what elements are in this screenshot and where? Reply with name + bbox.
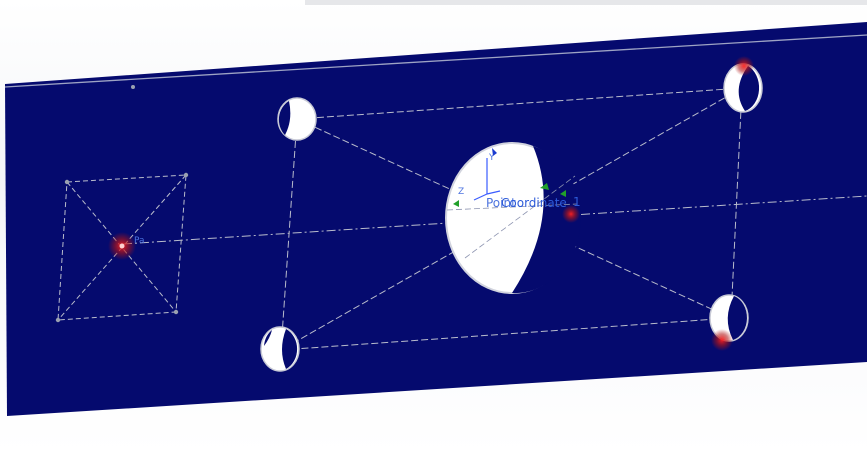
centerline[interactable]	[122, 195, 867, 245]
axis-green-marker	[453, 200, 459, 207]
top-left-hole[interactable]	[277, 97, 317, 141]
axis-z-label: Z	[458, 187, 464, 197]
plate-face[interactable]	[5, 22, 867, 416]
axis-marker	[492, 148, 497, 156]
bottom-left-hole[interactable]	[260, 326, 300, 372]
sketch-point[interactable]	[55, 317, 61, 323]
coordinate-system[interactable]: Y Z Point Coordinate 1	[453, 148, 581, 210]
origin-glow	[562, 205, 580, 223]
coordinate-system-label: Coordinate	[501, 196, 567, 210]
plate-top-edge[interactable]	[4, 34, 867, 88]
edge-point[interactable]	[131, 85, 135, 89]
axis-green-marker	[560, 190, 566, 197]
top-right-hole[interactable]	[723, 56, 763, 113]
origin-point-label: Pa	[134, 236, 145, 246]
bottom-right-hole[interactable]	[709, 294, 749, 351]
center-hole[interactable]	[445, 142, 581, 294]
sketch-point[interactable]	[183, 172, 189, 178]
coordinate-suffix: 1	[573, 195, 581, 209]
viewport-top-edge	[305, 0, 867, 5]
sketch-point[interactable]	[64, 179, 70, 185]
sketch-point[interactable]	[173, 309, 179, 315]
origin-glow	[711, 329, 733, 351]
left-origin-marker[interactable]: Pa	[108, 232, 145, 260]
origin-glow	[734, 56, 754, 76]
axis-y-label: Y	[488, 153, 495, 163]
axis-green-marker	[540, 183, 549, 190]
point-label: Point	[486, 196, 516, 210]
